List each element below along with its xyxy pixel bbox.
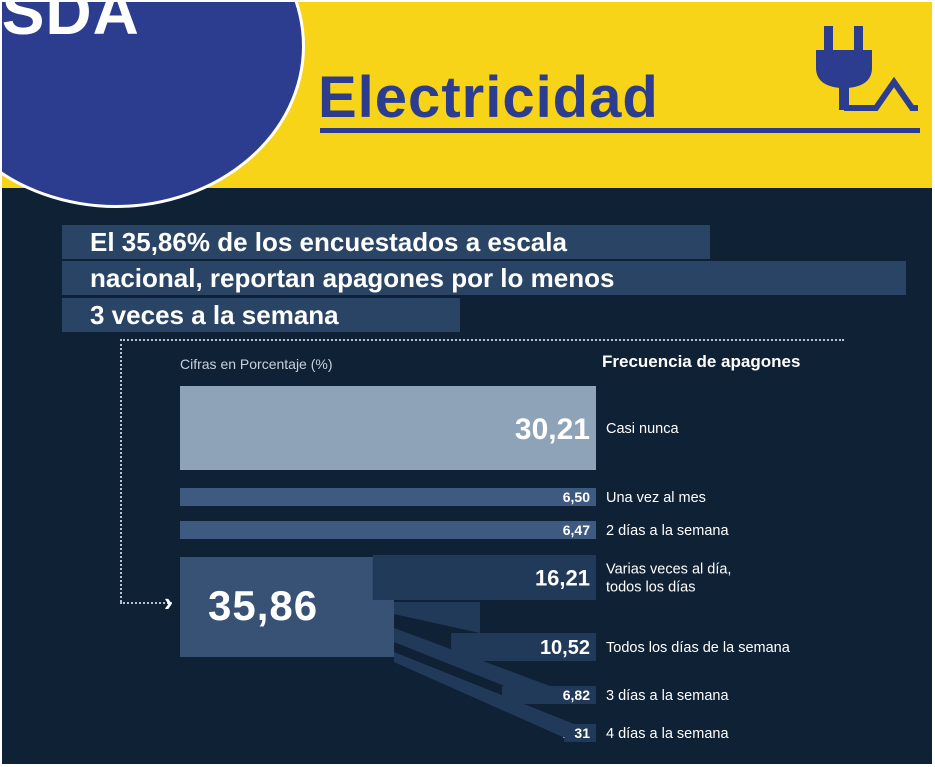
bar-value-5: 10,52	[540, 637, 590, 659]
group-block	[180, 557, 394, 657]
connector-3	[394, 652, 574, 742]
headline-line-2: nacional, reportan apagones por lo menos	[62, 261, 906, 295]
bar-4	[372, 555, 596, 600]
unit-note: Cifras en Porcentaje (%)	[180, 356, 333, 372]
bar-label-5: Todos los días de la semana	[606, 640, 791, 656]
bar-5	[451, 633, 596, 661]
plug-icon	[816, 26, 918, 111]
legend-title: Frecuencia de apagones	[602, 352, 801, 371]
bar-value-3: 6,47	[563, 522, 590, 538]
bar-label-6: 3 días a la semana	[606, 688, 729, 704]
headline-text-3: 3 veces a la semana	[90, 300, 339, 330]
bar-1	[180, 386, 596, 470]
bar-value-4: 16,21	[535, 565, 590, 590]
bar-label-2: Una vez al mes	[606, 490, 706, 506]
dotted-connector-horizontal	[120, 602, 172, 604]
bar-label-1: Casi nunca	[606, 421, 679, 437]
dotted-divider	[120, 339, 844, 341]
headline-line-1: El 35,86% de los encuestados a escala	[62, 225, 710, 259]
page-title: Electricidad	[318, 65, 659, 130]
dotted-connector-vertical	[120, 339, 122, 602]
bar-value-6: 6,82	[563, 687, 590, 703]
bar-label-4-2: todos los días	[606, 580, 695, 596]
bar-label-7: 4 días a la semana	[606, 726, 729, 742]
bar-value-1: 30,21	[515, 413, 590, 446]
headline-text-1: El 35,86% de los encuestados a escala	[90, 227, 567, 257]
bar-label-3: 2 días a la semana	[606, 523, 729, 539]
group-total-value: 35,86	[208, 582, 319, 629]
connector-1	[394, 602, 480, 633]
connector-2	[394, 628, 550, 704]
logo-text: ESDA	[2, 2, 140, 48]
bar-value-2: 6,50	[563, 489, 590, 505]
bar-2	[180, 488, 596, 506]
header-banner: ESDA Electricidad	[2, 2, 932, 208]
headline-line-3: 3 veces a la semana	[62, 298, 460, 332]
bar-3	[180, 521, 596, 539]
title-underline	[320, 128, 920, 133]
chevron-right-icon: ›	[164, 587, 173, 617]
bar-label-4-1: Varias veces al día,	[606, 562, 731, 578]
headline-text-2: nacional, reportan apagones por lo menos	[90, 263, 615, 293]
